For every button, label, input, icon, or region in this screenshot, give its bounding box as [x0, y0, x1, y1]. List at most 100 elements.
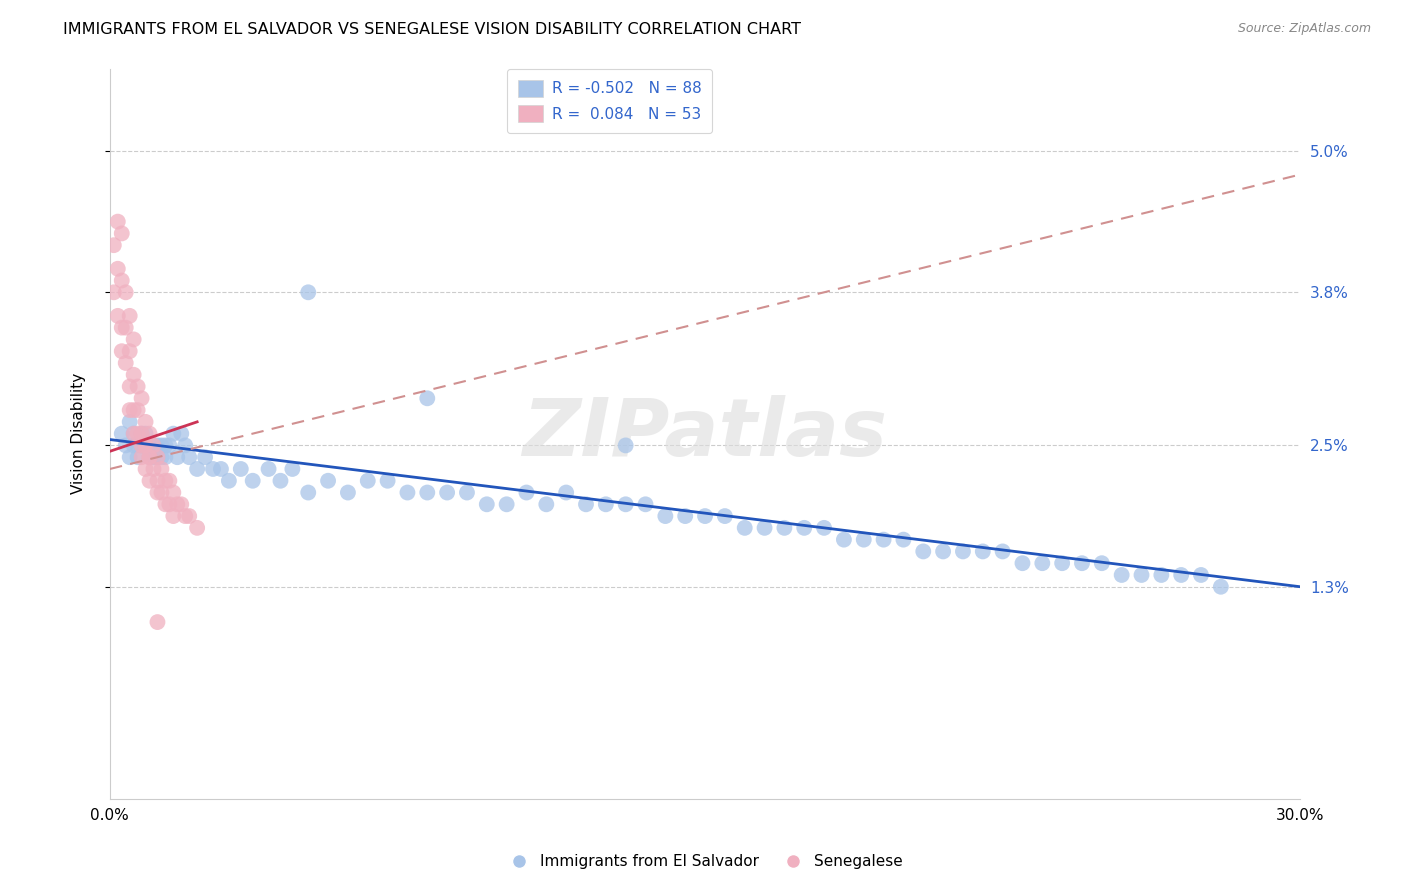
Point	[135, 438, 157, 452]
Point	[138, 450, 160, 465]
Point	[135, 415, 157, 429]
Point	[416, 392, 439, 406]
Point	[138, 450, 160, 465]
Point	[111, 227, 134, 241]
Point	[142, 438, 165, 452]
Point	[269, 474, 291, 488]
Point	[673, 509, 696, 524]
Point	[127, 450, 149, 465]
Point	[131, 450, 153, 465]
Point	[111, 344, 134, 359]
Point	[162, 485, 184, 500]
Point	[396, 485, 419, 500]
Point	[793, 521, 815, 535]
Point	[138, 474, 160, 488]
Point	[150, 462, 173, 476]
Point	[111, 320, 134, 334]
Point	[575, 497, 598, 511]
Point	[1150, 568, 1173, 582]
Point	[734, 521, 756, 535]
Point	[114, 438, 136, 452]
Point	[336, 485, 359, 500]
Point	[654, 509, 676, 524]
Point	[122, 368, 145, 382]
Point	[209, 462, 232, 476]
Point	[952, 544, 974, 558]
Point	[634, 497, 657, 511]
Point	[131, 438, 153, 452]
Point	[218, 474, 240, 488]
Point	[122, 438, 145, 452]
Point	[832, 533, 855, 547]
Point	[714, 509, 737, 524]
Point	[118, 379, 141, 393]
Point	[297, 285, 319, 300]
Point	[142, 438, 165, 452]
Point	[1130, 568, 1153, 582]
Point	[146, 474, 169, 488]
Point	[436, 485, 458, 500]
Point	[1091, 556, 1114, 570]
Point	[135, 426, 157, 441]
Point	[142, 462, 165, 476]
Point	[118, 344, 141, 359]
Point	[118, 450, 141, 465]
Point	[122, 426, 145, 441]
Point	[1071, 556, 1094, 570]
Point	[170, 426, 193, 441]
Point	[155, 450, 177, 465]
Point	[174, 509, 197, 524]
Point	[122, 333, 145, 347]
Point	[555, 485, 578, 500]
Point	[377, 474, 399, 488]
Point	[146, 485, 169, 500]
Point	[155, 474, 177, 488]
Point	[754, 521, 776, 535]
Point	[495, 497, 517, 511]
Legend: Immigrants from El Salvador, Senegalese: Immigrants from El Salvador, Senegalese	[498, 848, 908, 875]
Point	[157, 474, 180, 488]
Point	[475, 497, 498, 511]
Point	[166, 450, 188, 465]
Point	[135, 462, 157, 476]
Point	[972, 544, 994, 558]
Point	[179, 450, 201, 465]
Point	[146, 615, 169, 629]
Point	[131, 426, 153, 441]
Point	[316, 474, 339, 488]
Point	[536, 497, 558, 511]
Point	[813, 521, 835, 535]
Point	[127, 426, 149, 441]
Point	[131, 426, 153, 441]
Point	[127, 403, 149, 417]
Point	[773, 521, 796, 535]
Point	[194, 450, 217, 465]
Point	[135, 438, 157, 452]
Point	[114, 285, 136, 300]
Point	[1209, 580, 1232, 594]
Point	[1031, 556, 1053, 570]
Point	[229, 462, 252, 476]
Point	[162, 509, 184, 524]
Point	[614, 438, 637, 452]
Point	[614, 497, 637, 511]
Point	[416, 485, 439, 500]
Point	[852, 533, 875, 547]
Point	[179, 509, 201, 524]
Point	[155, 438, 177, 452]
Point	[162, 426, 184, 441]
Point	[991, 544, 1014, 558]
Point	[150, 438, 173, 452]
Point	[1011, 556, 1033, 570]
Point	[146, 438, 169, 452]
Point	[515, 485, 537, 500]
Text: IMMIGRANTS FROM EL SALVADOR VS SENEGALESE VISION DISABILITY CORRELATION CHART: IMMIGRANTS FROM EL SALVADOR VS SENEGALES…	[63, 22, 801, 37]
Point	[174, 438, 197, 452]
Point	[1111, 568, 1133, 582]
Point	[146, 450, 169, 465]
Point	[107, 261, 129, 276]
Point	[127, 438, 149, 452]
Point	[146, 450, 169, 465]
Text: ZIPatlas: ZIPatlas	[523, 394, 887, 473]
Point	[131, 392, 153, 406]
